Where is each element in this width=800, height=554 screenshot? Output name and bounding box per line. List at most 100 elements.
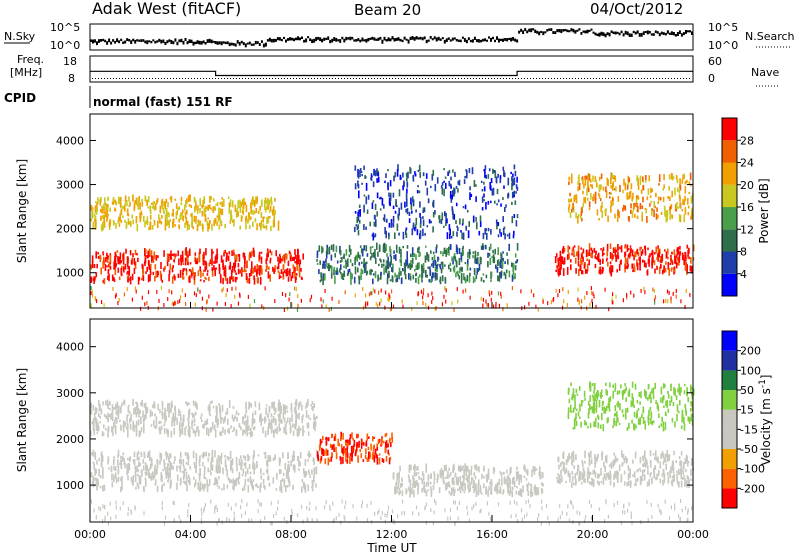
heatmap-cell [565,459,568,464]
heatmap-cell [587,412,590,419]
heatmap-cell [593,294,595,299]
heatmap-cell [173,421,176,427]
heatmap-cell [349,438,351,445]
heatmap-cell [452,231,455,237]
heatmap-cell [422,216,424,219]
heatmap-cell [422,172,425,177]
heatmap-cell [626,407,629,413]
heatmap-cell [198,255,201,263]
heatmap-cell [316,259,318,262]
heatmap-cell [624,245,626,249]
heatmap-cell [425,269,427,278]
heatmap-cell [187,254,189,258]
heatmap-cell [165,198,168,203]
heatmap-cell [233,426,235,432]
heatmap-cell [490,297,492,302]
heatmap-cell [605,459,608,463]
heatmap-cell [684,403,687,409]
heatmap-cell [114,419,116,425]
heatmap-cell [188,204,191,207]
heatmap-cell [169,453,171,458]
heatmap-cell [126,202,128,207]
noise-sample [214,41,217,45]
heatmap-cell [351,263,354,267]
heatmap-cell [608,307,610,312]
heatmap-cell [127,406,130,413]
heatmap-cell [589,471,592,476]
heatmap-cell [97,425,100,431]
heatmap-cell [387,444,389,448]
heatmap-cell [568,203,571,208]
heatmap-cell [179,478,182,486]
heatmap-cell [373,221,376,227]
heatmap-cell [121,455,124,462]
heatmap-cell [676,413,678,422]
heatmap-cell [303,468,305,474]
heatmap-cell [639,467,641,470]
heatmap-cell [657,248,660,252]
power-ytick-tick-label: 3000 [56,179,84,192]
heatmap-cell [605,389,608,395]
heatmap-cell [409,490,411,498]
heatmap-cell [345,450,348,456]
heatmap-cell [591,249,594,257]
heatmap-cell [419,213,421,218]
noise-sample [540,30,543,33]
heatmap-cell [260,417,263,422]
heatmap-cell [661,473,664,477]
heatmap-cell [296,254,299,263]
heatmap-cell [604,519,606,524]
heatmap-cell [625,408,627,414]
heatmap-cell [561,256,563,264]
heatmap-cell [502,257,504,262]
heatmap-cell [277,413,280,417]
heatmap-cell [139,475,141,481]
noise-right-label: N.Search [745,30,795,43]
heatmap-cell [576,393,579,396]
heatmap-cell [688,181,691,186]
heatmap-cell [273,429,275,438]
heatmap-cell [188,426,191,433]
heatmap-cell [91,210,94,218]
heatmap-cell [271,425,273,433]
heatmap-cell [376,454,378,458]
heatmap-cell [663,269,666,273]
heatmap-cell [313,480,315,483]
heatmap-cell [662,469,665,475]
heatmap-cell [302,425,304,433]
heatmap-cell [390,307,392,312]
heatmap-cell [184,211,187,219]
heatmap-cell [325,250,328,259]
heatmap-cell [444,264,446,267]
heatmap-cell [502,216,504,222]
heatmap-cell [667,390,669,395]
heatmap-cell [203,466,206,474]
heatmap-cell [269,422,271,430]
heatmap-cell [193,462,195,465]
heatmap-cell [630,203,632,209]
heatmap-cell [561,461,563,465]
heatmap-cell [656,473,658,480]
heatmap-cell [305,406,307,409]
heatmap-cell [165,415,167,421]
noise-sample [640,32,643,37]
noise-sample [222,41,225,44]
heatmap-cell [232,200,234,208]
heatmap-cell [588,472,591,479]
heatmap-cell [121,475,123,483]
heatmap-cell [90,218,92,222]
heatmap-cell [555,269,557,273]
power-colorbar-tick-label: 4 [740,268,747,281]
heatmap-cell [193,196,196,203]
heatmap-cell [117,267,120,273]
heatmap-cell [252,427,255,431]
heatmap-cell [348,254,351,258]
heatmap-cell [285,485,287,492]
heatmap-cell [114,416,117,420]
heatmap-cell [185,401,187,404]
heatmap-cell [265,269,267,272]
heatmap-cell [453,255,455,260]
heatmap-cell [312,405,314,412]
heatmap-cell [581,217,583,222]
heatmap-cell [219,405,221,413]
